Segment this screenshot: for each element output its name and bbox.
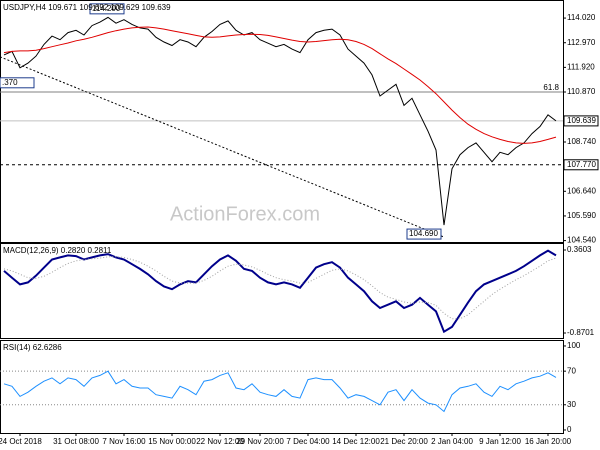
y-tick-label: 108.740 — [567, 137, 596, 146]
x-tick-label: 7 Nov 16:00 — [102, 437, 146, 446]
y-tick-label: 111.920 — [567, 62, 595, 71]
y-tick-label: 100 — [567, 341, 581, 350]
x-tick-label: 14 Dec 12:00 — [332, 437, 380, 446]
annotation: 114.200 — [92, 4, 121, 13]
annotation-box — [406, 228, 442, 240]
x-tick-label: 7 Dec 04:00 — [286, 437, 330, 446]
series-line — [3, 370, 557, 413]
x-tick-label: 15 Nov 00:00 — [148, 437, 196, 446]
panel-frame — [0, 340, 564, 434]
price-tag-box — [563, 159, 599, 171]
y-tick-label: 110.870 — [567, 87, 596, 96]
panel-title: USDJPY,H4 109.671 109.692 109.629 109.63… — [3, 3, 171, 12]
x-tick-label: 2 Jan 04:00 — [431, 437, 473, 446]
series-line — [3, 26, 557, 144]
price-tag: 107.770 — [567, 160, 596, 169]
series-line — [3, 256, 557, 320]
y-tick-label: 0.3603 — [567, 245, 592, 254]
y-tick-label: -0.8701 — [567, 328, 595, 337]
x-tick-label: 16 Jan 20:00 — [525, 437, 572, 446]
annotation-box — [89, 3, 125, 15]
x-tick-label: 24 Oct 2018 — [0, 437, 42, 446]
series-line — [3, 249, 557, 334]
annotation: .370 — [2, 78, 18, 87]
panel-title: MACD(12,26,9) 0.2820 0.2811 — [3, 246, 112, 255]
panel-title: RSI(14) 62.6286 — [3, 343, 62, 352]
y-tick-label: 0 — [567, 425, 572, 434]
y-tick-label: 106.640 — [567, 186, 596, 195]
watermark: ActionForex.com — [170, 203, 320, 225]
annotation-box — [0, 77, 35, 89]
y-tick-label: 105.590 — [567, 211, 596, 220]
annotation: 104.690 — [409, 229, 438, 238]
y-tick-label: 112.970 — [567, 38, 596, 47]
y-tick-label: 114.020 — [567, 13, 596, 22]
x-tick-label: 31 Oct 08:00 — [53, 437, 99, 446]
x-tick-label: 29 Nov 20:00 — [236, 437, 284, 446]
annotation: 61.8 — [543, 83, 559, 92]
price-tag-box — [563, 115, 599, 127]
y-tick-label: 104.540 — [567, 236, 596, 245]
y-tick-label: 30 — [567, 400, 576, 409]
x-tick-label: 22 Nov 12:00 — [196, 437, 244, 446]
series-line — [3, 16, 557, 226]
y-tick-label: 70 — [567, 366, 576, 375]
x-tick-label: 21 Dec 20:00 — [380, 437, 428, 446]
price-tag: 109.639 — [567, 116, 596, 125]
x-tick-label: 9 Jan 12:00 — [479, 437, 521, 446]
panel-frame — [0, 243, 564, 339]
